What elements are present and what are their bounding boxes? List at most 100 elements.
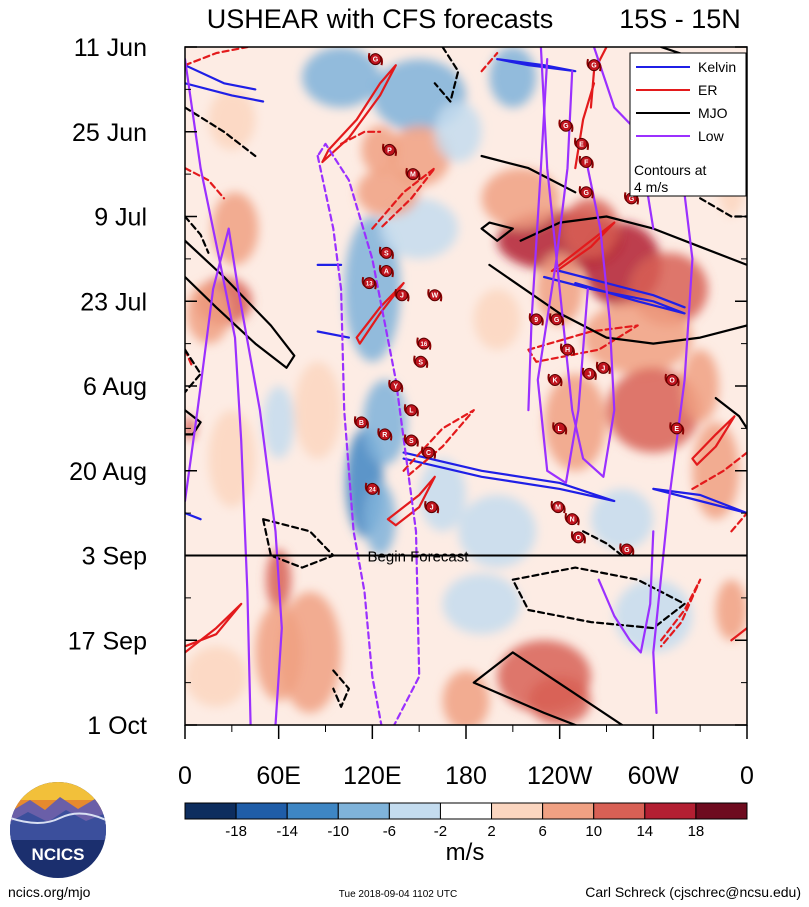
storm-marker-dot (417, 337, 430, 350)
contour-kelvin-0 (185, 64, 257, 91)
storm-marker-22: G (578, 186, 594, 199)
shading-blob-31 (590, 488, 654, 550)
storm-marker-9: S (413, 355, 429, 369)
contour-er-24 (691, 451, 747, 490)
contour-er-25 (730, 511, 747, 533)
x-axis: 0 60E 120E 180 120W 60W 0 (178, 725, 754, 790)
contour-mjo-35 (472, 651, 624, 725)
colorbar-tick-label: -2 (434, 823, 447, 840)
shading-blob-35 (442, 670, 490, 725)
storm-marker-label: O (669, 377, 675, 384)
storm-marker-label: 16 (421, 342, 428, 348)
storm-marker-dot (380, 246, 393, 259)
storm-marker-label: G (591, 63, 597, 70)
storm-marker-dot (355, 416, 368, 429)
y-tick-label: 6 Aug (83, 373, 147, 401)
storm-marker-dot (378, 428, 391, 441)
storm-marker-dot (575, 137, 588, 150)
storm-marker-6: J (394, 288, 410, 302)
region-label: 15S - 15N (619, 4, 741, 34)
y-tick-label: 17 Sep (68, 627, 147, 655)
contour-mjo-45 (185, 215, 210, 254)
storm-marker-17: J (424, 500, 440, 514)
contour-kelvin-8 (316, 330, 350, 339)
storm-marker-dot (553, 422, 566, 435)
storm-marker-24: 9 (528, 313, 544, 326)
storm-marker-3: S (378, 246, 394, 260)
x-tick-label: 180 (445, 762, 487, 790)
colorbar-tick-label: 10 (585, 823, 602, 840)
storm-marker-dot (597, 361, 610, 374)
chart-title: USHEAR with CFS forecasts (207, 4, 554, 34)
storm-marker-label: S (409, 438, 414, 445)
contour-er-13 (185, 602, 243, 654)
colorbar-tick-label: -6 (383, 823, 396, 840)
storm-marker-label: B (359, 420, 364, 427)
contour-low-55 (597, 530, 655, 654)
forecast-divider: Begin Forecast (185, 549, 747, 566)
storm-marker-dot (405, 404, 418, 417)
storm-marker-12: B (353, 416, 369, 429)
storm-marker-0: G (367, 52, 383, 66)
contour-er-20 (371, 167, 436, 230)
storm-marker-label: L (409, 408, 414, 415)
storm-marker-dot (580, 156, 593, 169)
contour-er-26 (480, 51, 499, 73)
x-tick-label: 60E (256, 762, 300, 790)
storm-marker-dot (395, 289, 408, 302)
storm-marker-label: G (563, 123, 569, 130)
storm-marker-label: Y (393, 384, 398, 391)
storm-marker-label: M (555, 505, 561, 512)
shading-blob-16 (387, 125, 451, 187)
storm-marker-label: J (430, 505, 434, 512)
storm-marker-dot (425, 501, 438, 514)
storm-marker-label: G (629, 196, 635, 203)
storm-marker-30: O (664, 373, 680, 387)
storm-marker-dot (405, 434, 418, 447)
shading-blob-7 (302, 47, 381, 108)
storm-marker-dot (583, 367, 596, 380)
storm-marker-label: R (382, 432, 387, 439)
contour-er-18 (730, 626, 747, 642)
contour-er-22 (527, 324, 639, 363)
storm-marker-label: F (584, 160, 589, 167)
shading-blob-45 (473, 289, 521, 350)
storm-marker-label: K (552, 377, 557, 384)
forecast-label: Begin Forecast (368, 549, 470, 566)
shading-blob-6 (255, 603, 303, 701)
contour-mjo-36 (714, 397, 747, 430)
contour-er-23 (659, 578, 702, 648)
colorbar-tick-label: -10 (327, 823, 349, 840)
shading-blob-26 (361, 125, 399, 175)
storm-marker-35: O (570, 531, 586, 544)
storm-marker-label: G (554, 317, 560, 324)
contour-low-50 (539, 47, 616, 478)
contour-low-48 (185, 57, 252, 725)
footer-author: Carl Schreck (cjschrec@ncsu.edu) (585, 884, 801, 900)
storm-marker-18: G (586, 58, 602, 72)
y-tick-label: 11 Jun (74, 34, 147, 62)
contour-mjo-40 (433, 47, 460, 103)
storm-marker-1: P (382, 143, 398, 157)
storm-marker-dot (414, 355, 427, 368)
contour-er-21 (402, 409, 475, 478)
contour-kelvin-5 (402, 451, 616, 503)
contour-mjo-47 (581, 530, 624, 557)
x-tick-label: 60W (628, 762, 680, 790)
shading-blob-12 (364, 482, 396, 556)
colorbar-segment-10 (695, 802, 748, 820)
y-tick-label: 3 Sep (82, 543, 147, 571)
storm-marker-label: N (570, 517, 575, 524)
contour-er-10 (321, 64, 397, 164)
contour-mjo-41 (262, 518, 335, 569)
storm-marker-28: J (581, 367, 597, 381)
contour-mjo-37 (185, 409, 202, 436)
storm-marker-10: Y (388, 379, 404, 393)
x-tick-label: 0 (178, 762, 192, 790)
contour-note-line1: Contours at (634, 162, 706, 178)
storm-marker-dot (580, 186, 593, 199)
colorbar-segment-8 (593, 802, 646, 820)
storm-marker-15: C (421, 446, 437, 459)
storm-marker-label: 9 (534, 317, 538, 324)
